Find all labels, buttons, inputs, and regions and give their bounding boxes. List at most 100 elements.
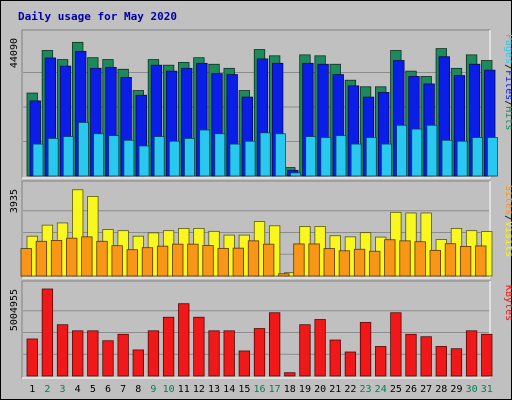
bar-sites (308, 243, 320, 277)
bar-sites (141, 247, 154, 277)
bar-kbytes (390, 312, 402, 377)
bar-kbytes (72, 330, 84, 377)
bar-sites (353, 248, 366, 277)
legend-pages: Pages (503, 34, 512, 64)
bar-sites (156, 245, 169, 277)
bar-sites (262, 243, 275, 277)
bar-pages (396, 124, 408, 177)
bar-sites (384, 239, 396, 277)
legend-kbytes: KBytes (503, 285, 512, 321)
panel-bottom: 5004955 KBytes (9, 280, 512, 379)
bar-sites (66, 237, 78, 277)
x-tick-label: 29 (450, 384, 462, 395)
bar-sites (293, 243, 305, 277)
x-tick-label: 13 (208, 384, 220, 395)
bar-pages (153, 136, 165, 177)
bar-sites (202, 245, 214, 277)
bar-kbytes (238, 350, 251, 377)
bar-kbytes (208, 330, 220, 377)
legend-sites: Sites (503, 185, 512, 215)
legend-separator: / (503, 64, 512, 70)
x-tick-label: 24 (375, 384, 387, 395)
bar-pages (123, 139, 135, 177)
bar-sites (187, 243, 199, 277)
bar-kbytes (359, 322, 372, 377)
bar-sites (111, 245, 123, 277)
bar-kbytes (56, 324, 69, 377)
bar-kbytes (102, 340, 114, 377)
bar-pages (93, 133, 104, 177)
bar-sites (50, 240, 63, 277)
x-tick-label: 21 (329, 384, 341, 395)
x-tick-label: 25 (390, 384, 402, 395)
panel-middle: 3935 Sites/Visits (9, 180, 512, 279)
bar-pages (487, 137, 498, 177)
bar-pages (244, 140, 256, 177)
x-tick-label: 16 (253, 384, 265, 395)
x-tick-label: 28 (435, 384, 447, 395)
bar-sites (247, 240, 260, 277)
bar-pages (184, 138, 195, 177)
bar-sites (323, 248, 335, 277)
bar-sites (459, 245, 472, 277)
legend-hits: Hits (503, 106, 512, 130)
legend-separator: / (503, 100, 512, 106)
bar-kbytes (299, 324, 311, 377)
bar-sites (20, 248, 32, 277)
bar-sites (278, 273, 290, 277)
bar-pages (381, 143, 392, 177)
legend-top: Pages/Files/Hits (503, 34, 512, 130)
x-tick-label: 15 (238, 384, 250, 395)
x-tick-label: 3 (60, 384, 66, 395)
bar-sites (369, 250, 381, 277)
x-tick-label: 22 (344, 384, 356, 395)
legend-middle: Sites/Visits (503, 185, 512, 257)
y-max-label: 3935 (9, 189, 20, 213)
bar-sites (444, 243, 457, 277)
bar-visits (72, 189, 84, 277)
bar-kbytes (162, 316, 175, 377)
x-tick-label: 8 (135, 384, 141, 395)
bar-kbytes (450, 348, 463, 377)
x-tick-label: 19 (299, 384, 311, 395)
bar-sites (414, 241, 426, 277)
bar-pages (426, 124, 438, 177)
bar-sites (399, 240, 411, 277)
bar-kbytes (26, 338, 38, 377)
x-tick-label: 2 (44, 384, 50, 395)
x-tick-label: 5 (90, 384, 96, 395)
bar-kbytes (268, 312, 281, 377)
x-tick-label: 1 (29, 384, 35, 395)
x-tick-label: 23 (360, 384, 372, 395)
bar-kbytes (344, 351, 357, 377)
x-tick-label: 14 (223, 384, 235, 395)
bar-kbytes (329, 339, 341, 377)
bar-kbytes (178, 303, 190, 377)
bar-pages (168, 140, 180, 177)
bar-pages (78, 122, 89, 177)
x-tick-label: 6 (105, 384, 111, 395)
bar-pages (274, 133, 286, 177)
bar-sites (81, 236, 93, 277)
bar-visits (87, 196, 99, 277)
bar-kbytes (481, 333, 493, 377)
x-tick-label: 11 (178, 384, 190, 395)
bar-kbytes (405, 333, 417, 377)
bar-kbytes (465, 330, 478, 377)
bar-pages (365, 137, 377, 177)
bar-pages (47, 138, 59, 177)
bar-kbytes (117, 333, 129, 377)
bar-kbytes (314, 319, 326, 377)
bar-pages (471, 137, 483, 177)
bar-pages (305, 136, 317, 177)
bar-pages (441, 139, 453, 177)
bar-pages (259, 132, 271, 177)
bar-pages (320, 137, 332, 177)
x-tick-label: 31 (481, 384, 493, 395)
bar-sites (475, 245, 487, 277)
x-tick-label: 12 (193, 384, 205, 395)
bar-kbytes (193, 316, 205, 377)
legend-visits: Visits (503, 221, 512, 257)
bar-sites (217, 247, 229, 277)
